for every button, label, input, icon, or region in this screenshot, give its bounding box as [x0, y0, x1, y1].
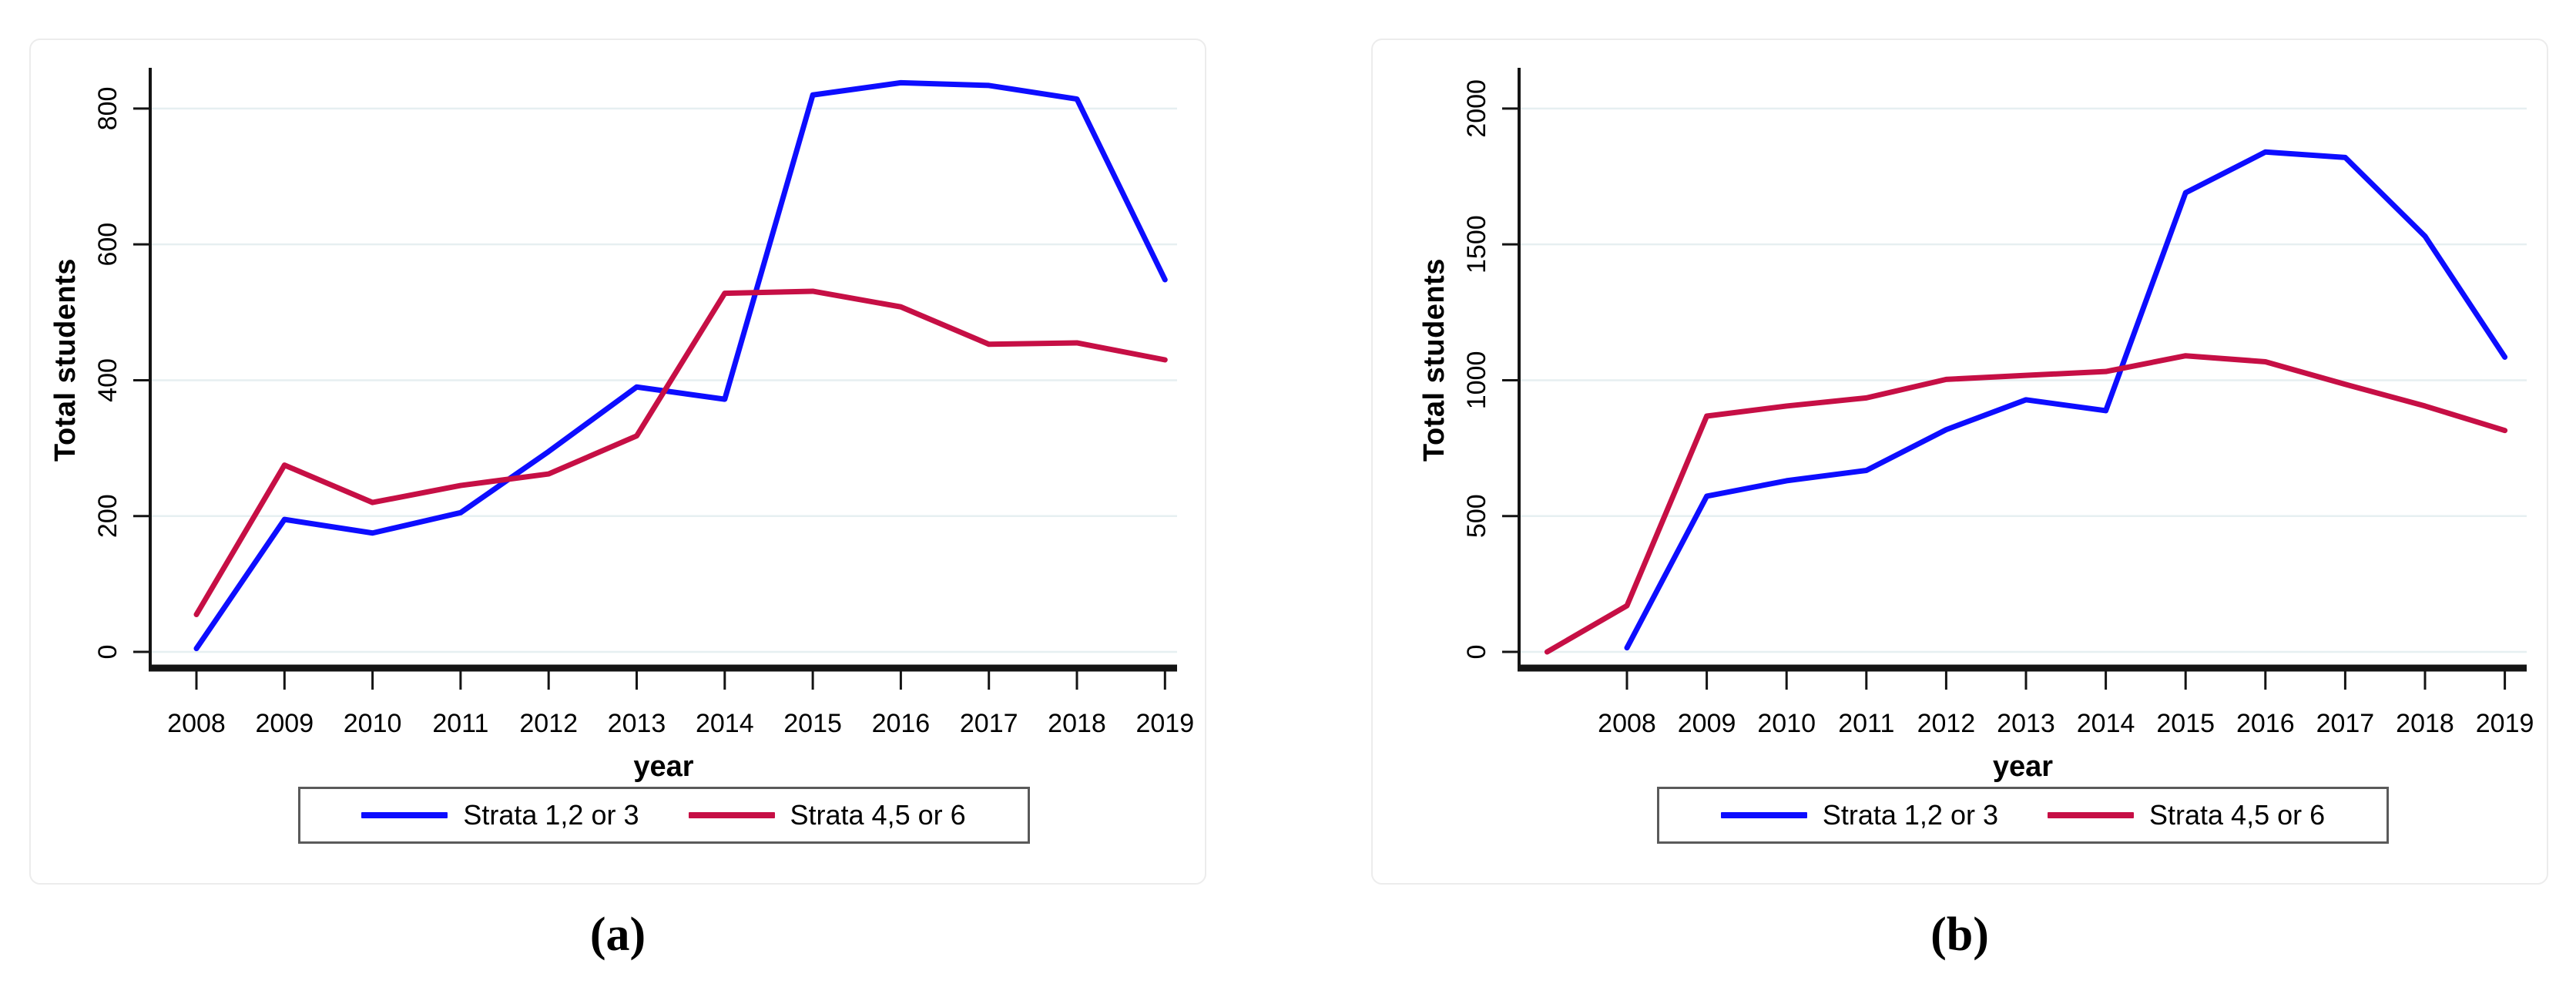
y-tick-label: 1000 [1462, 351, 1491, 410]
x-tick-label: 2019 [2476, 709, 2534, 738]
x-tick-label: 2010 [344, 709, 402, 738]
x-tick-label: 2013 [608, 709, 666, 738]
blue-line-swatch [361, 812, 448, 818]
x-tick-label: 2018 [2396, 709, 2454, 738]
legend-a: Strata 1,2 or 3 Strata 4,5 or 6 [297, 787, 1030, 844]
x-tick-label: 2008 [1598, 709, 1656, 738]
y-tick-label: 2000 [1462, 79, 1491, 138]
line-chart-b: 0 500 1000 1500 2000 2008 2009 2010 2011 2012 2013… [1462, 68, 2534, 738]
y-tick-label: 600 [93, 223, 122, 267]
series-line-strata-4-5-or-6 [1544, 353, 2508, 655]
x-tick-label: 2016 [872, 709, 931, 738]
x-tick-label: 2010 [1757, 709, 1816, 738]
chart-frame-b: 0 500 1000 1500 2000 2008 2009 2010 2011 2012 2013… [1371, 39, 2548, 885]
panel-a: 0 200 400 600 800 2008 2009 2010 2011 2012 2013 201… [29, 39, 1206, 961]
y-tick-label: 0 [93, 645, 122, 660]
y-axis-title: Total students [49, 258, 82, 462]
y-tick-label: 0 [1462, 645, 1491, 660]
x-tick-label: 2014 [696, 709, 754, 738]
series-line-strata-1-2-or-3 [193, 79, 1168, 652]
y-tick-label: 200 [93, 494, 122, 538]
caption-b: (b) [1930, 908, 1989, 961]
red-line-swatch [2048, 812, 2134, 818]
legend-label: Strata 4,5 or 6 [2149, 799, 2326, 831]
legend-label: Strata 1,2 or 3 [1822, 799, 1998, 831]
x-tick-label: 2019 [1135, 709, 1194, 738]
y-tick-label: 500 [1462, 494, 1491, 538]
x-tick-label: 2018 [1048, 709, 1106, 738]
x-tick-label: 2015 [2156, 709, 2215, 738]
legend-item: Strata 4,5 or 6 [688, 799, 966, 831]
caption-a: (a) [589, 908, 646, 961]
x-tick-label: 2012 [519, 709, 578, 738]
series-line-strata-4-5-or-6 [193, 288, 1168, 618]
y-tick-label: 800 [93, 87, 122, 131]
line-chart-a: 0 200 400 600 800 2008 2009 2010 2011 2012 2013 201… [93, 68, 1194, 738]
legend-item: Strata 1,2 or 3 [1720, 799, 1998, 831]
x-tick-label: 2015 [783, 709, 842, 738]
red-line-swatch [688, 812, 775, 818]
blue-line-swatch [1720, 812, 1807, 818]
x-tick-label: 2009 [255, 709, 314, 738]
legend-item: Strata 4,5 or 6 [2048, 799, 2325, 831]
x-tick-label: 2013 [1997, 709, 2055, 738]
y-tick-label: 400 [93, 358, 122, 402]
panel-b: 0 500 1000 1500 2000 2008 2009 2010 2011 2012 2013… [1288, 0, 2576, 994]
x-tick-label: 2014 [2077, 709, 2135, 738]
series-line-strata-1-2-or-3 [1624, 149, 2508, 651]
x-axis-title: year [1992, 750, 2054, 783]
x-tick-label: 2011 [432, 709, 488, 738]
x-tick-label: 2009 [1678, 709, 1736, 738]
x-tick-label: 2011 [1838, 709, 1894, 738]
x-axis-title: year [633, 750, 694, 783]
x-tick-label: 2008 [167, 709, 226, 738]
x-tick-label: 2017 [960, 709, 1018, 738]
x-tick-label: 2016 [2236, 709, 2295, 738]
legend-label: Strata 1,2 or 3 [463, 799, 639, 831]
x-tick-label: 2012 [1917, 709, 1976, 738]
x-tick-label: 2017 [2316, 709, 2375, 738]
chart-frame-a: 0 200 400 600 800 2008 2009 2010 2011 2012 2013 201… [29, 39, 1206, 885]
legend-b: Strata 1,2 or 3 Strata 4,5 or 6 [1657, 787, 2389, 844]
legend-label: Strata 4,5 or 6 [790, 799, 966, 831]
legend-item: Strata 1,2 or 3 [361, 799, 639, 831]
y-tick-label: 1500 [1462, 215, 1491, 274]
y-axis-title: Total students [1417, 258, 1451, 462]
